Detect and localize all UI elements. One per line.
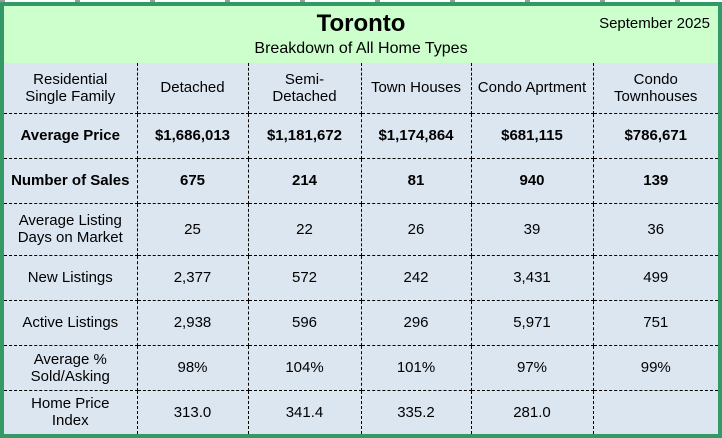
- data-cell: 25: [136, 202, 249, 256]
- data-cell: 98%: [136, 344, 249, 391]
- home-types-table: Residential Single Family Detached Semi-…: [4, 63, 718, 434]
- row-label-cell: Home Price Index: [4, 389, 138, 434]
- data-cell: 214: [247, 157, 362, 204]
- data-cell: 104%: [247, 344, 362, 391]
- col-header-condo-apartment: Condo Aprtment: [470, 63, 594, 114]
- data-cell: 341.4: [247, 389, 362, 434]
- row-label-cell: Average Listing Days on Market: [4, 202, 138, 256]
- table-header-row: Residential Single Family Detached Semi-…: [4, 63, 718, 114]
- data-cell: 39: [470, 202, 594, 256]
- table-row-new-listings: New Listings 2,377 572 242 3,431 499: [4, 254, 718, 301]
- row-label-cell: New Listings: [4, 254, 138, 301]
- col-header-town-houses: Town Houses: [360, 63, 472, 114]
- data-cell: 296: [360, 299, 472, 346]
- data-cell: 36: [592, 202, 718, 256]
- data-cell: 596: [247, 299, 362, 346]
- data-cell: 572: [247, 254, 362, 301]
- title-band: Toronto Breakdown of All Home Types Sept…: [4, 6, 718, 63]
- data-cell: 313.0: [136, 389, 249, 434]
- table-row-avg-listing-days: Average Listing Days on Market 25 22 26 …: [4, 202, 718, 256]
- data-cell: 3,431: [470, 254, 594, 301]
- table-row-active-listings: Active Listings 2,938 596 296 5,971 751: [4, 299, 718, 346]
- data-cell: 97%: [470, 344, 594, 391]
- table-row-home-price-index: Home Price Index 313.0 341.4 335.2 281.0: [4, 389, 718, 434]
- page-title: Toronto: [316, 10, 406, 37]
- data-cell: 335.2: [360, 389, 472, 434]
- col-header-semi-detached: Semi- Detached: [247, 63, 362, 114]
- corner-header-cell: Residential Single Family: [4, 63, 138, 114]
- page-subtitle: Breakdown of All Home Types: [254, 39, 468, 57]
- data-cell: $1,686,013: [136, 112, 249, 159]
- cropped-spreadsheet-edge: [0, 0, 722, 2]
- data-cell: 499: [592, 254, 718, 301]
- data-cell: 81: [360, 157, 472, 204]
- data-cell: 242: [360, 254, 472, 301]
- row-label-cell: Active Listings: [4, 299, 138, 346]
- table-row-number-of-sales: Number of Sales 675 214 81 940 139: [4, 157, 718, 204]
- data-cell: [592, 389, 718, 434]
- col-header-condo-townhouses: Condo Townhouses: [592, 63, 718, 114]
- data-cell: 751: [592, 299, 718, 346]
- col-header-detached: Detached: [136, 63, 249, 114]
- table-row-avg-pct-sold-asking: Average % Sold/Asking 98% 104% 101% 97% …: [4, 344, 718, 391]
- data-cell: $786,671: [592, 112, 718, 159]
- report-date: September 2025: [599, 15, 710, 32]
- data-cell: 675: [136, 157, 249, 204]
- data-cell: 940: [470, 157, 594, 204]
- table-row-average-price: Average Price $1,686,013 $1,181,672 $1,1…: [4, 112, 718, 159]
- data-cell: 2,377: [136, 254, 249, 301]
- data-cell: 281.0: [470, 389, 594, 434]
- data-cell: $1,174,864: [360, 112, 472, 159]
- data-cell: $681,115: [470, 112, 594, 159]
- data-cell: 5,971: [470, 299, 594, 346]
- data-cell: 101%: [360, 344, 472, 391]
- row-label-cell: Number of Sales: [4, 157, 138, 204]
- data-cell: 99%: [592, 344, 718, 391]
- data-cell: $1,181,672: [247, 112, 362, 159]
- data-cell: 2,938: [136, 299, 249, 346]
- data-cell: 26: [360, 202, 472, 256]
- row-label-cell: Average Price: [4, 112, 138, 159]
- row-label-cell: Average % Sold/Asking: [4, 344, 138, 391]
- data-cell: 22: [247, 202, 362, 256]
- data-cell: 139: [592, 157, 718, 204]
